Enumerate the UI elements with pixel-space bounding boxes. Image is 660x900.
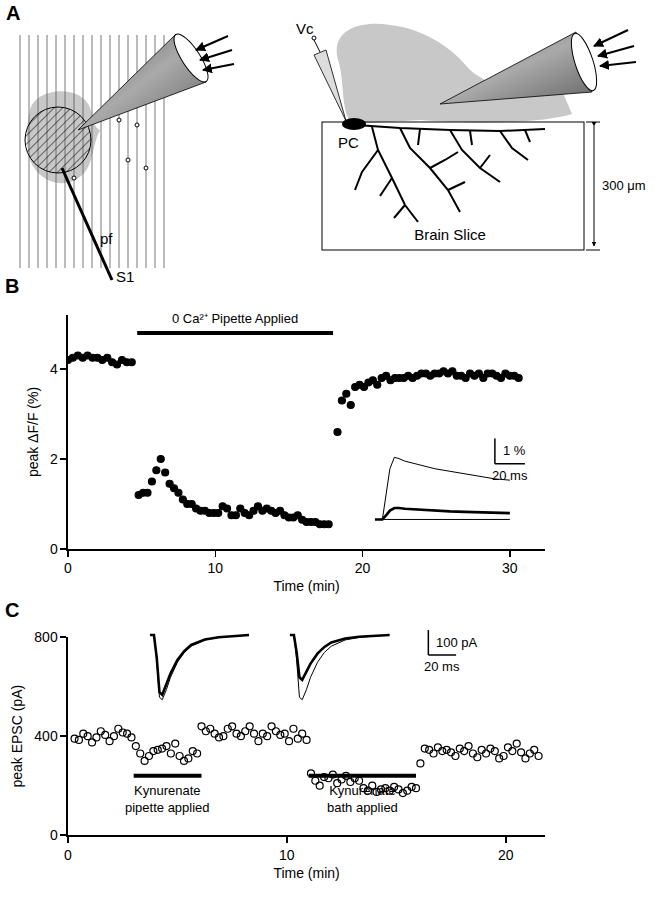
svg-text:100 pA: 100 pA: [436, 635, 478, 650]
svg-text:C: C: [5, 599, 19, 621]
svg-text:2: 2: [50, 451, 58, 467]
svg-text:20: 20: [355, 560, 371, 576]
svg-text:peak EPSC (pA): peak EPSC (pA): [9, 685, 25, 788]
svg-text:B: B: [5, 275, 19, 297]
svg-text:0: 0: [64, 847, 72, 863]
svg-text:PC: PC: [338, 134, 359, 151]
svg-text:Kynurenatepipette applied: Kynurenatepipette applied: [125, 783, 210, 815]
svg-text:20 ms: 20 ms: [424, 659, 460, 674]
svg-text:0: 0: [64, 560, 72, 576]
svg-text:10: 10: [207, 560, 223, 576]
svg-text:peak ΔF/F (%): peak ΔF/F (%): [25, 387, 41, 477]
svg-text:800: 800: [34, 629, 58, 645]
svg-text:400: 400: [34, 728, 58, 744]
svg-text:0 Ca²⁺ Pipette Applied: 0 Ca²⁺ Pipette Applied: [172, 311, 298, 326]
svg-text:30: 30: [502, 560, 518, 576]
svg-text:S1: S1: [116, 268, 134, 285]
svg-text:20: 20: [498, 847, 514, 863]
svg-text:10: 10: [279, 847, 295, 863]
svg-text:1 %: 1 %: [503, 443, 526, 458]
svg-text:Kynurenatebath applied: Kynurenatebath applied: [327, 783, 398, 815]
svg-text:4: 4: [50, 361, 58, 377]
svg-text:0: 0: [50, 827, 58, 843]
svg-text:Vc: Vc: [296, 20, 314, 37]
svg-text:A: A: [6, 2, 20, 24]
svg-text:300 μm: 300 μm: [602, 178, 646, 193]
svg-text:20 ms: 20 ms: [492, 468, 528, 483]
svg-text:0: 0: [50, 541, 58, 557]
svg-text:pf: pf: [100, 230, 113, 247]
svg-text:Time (min): Time (min): [273, 865, 339, 881]
svg-text:Brain Slice: Brain Slice: [414, 226, 486, 243]
svg-text:Time (min): Time (min): [273, 578, 339, 594]
